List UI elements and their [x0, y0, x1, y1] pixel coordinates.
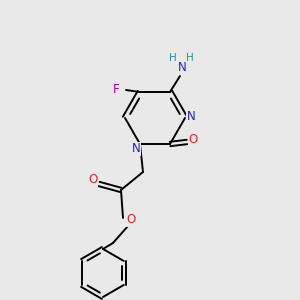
- Text: N: N: [132, 142, 140, 155]
- Text: H: H: [186, 53, 194, 63]
- Text: N: N: [187, 110, 195, 124]
- Text: O: O: [188, 134, 198, 146]
- Text: N: N: [178, 61, 186, 74]
- Text: H: H: [169, 53, 177, 63]
- Text: F: F: [113, 82, 119, 95]
- Text: O: O: [88, 173, 98, 187]
- Text: O: O: [126, 214, 136, 226]
